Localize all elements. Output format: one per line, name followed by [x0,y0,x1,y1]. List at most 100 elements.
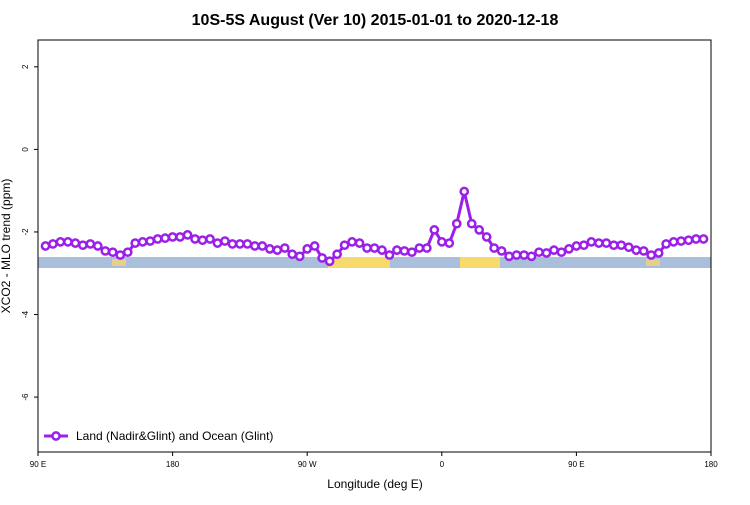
point [257,241,268,251]
x-tick-label: 90 W [298,460,317,469]
y-axis-label: XCO2 - MLO trend (ppm) [0,179,13,314]
point [556,247,567,258]
point [175,232,185,242]
point [616,240,627,251]
point [691,234,701,244]
point [167,232,178,242]
point [638,246,649,256]
point [451,218,462,229]
point [504,251,514,262]
point [399,246,410,256]
point [384,250,395,260]
point [272,245,283,255]
x-axis-label: Longitude (deg E) [327,477,422,491]
point [220,236,230,246]
point [339,240,350,251]
point [392,245,402,255]
legend-marker [51,431,61,441]
x-tick-label: 180 [704,460,718,469]
point [534,247,544,258]
point [85,239,96,249]
point [369,243,380,253]
point [414,243,425,253]
x-tick-label: 0 [440,460,445,469]
y-tick-label: -4 [21,310,30,318]
land-strip [646,259,660,266]
point [683,235,694,246]
point [541,248,552,258]
point [579,240,589,251]
point [586,237,597,247]
point [489,243,499,253]
point [190,234,200,244]
point [519,250,529,260]
point [92,241,103,251]
point [197,235,208,246]
point [459,186,470,197]
point [623,242,634,253]
y-tick-label: -2 [21,228,30,236]
x-tick-label: 90 E [568,460,584,469]
point [549,245,559,255]
point [107,247,118,258]
point [429,225,440,235]
point [242,239,253,249]
point [122,247,133,258]
point [564,244,574,254]
point [160,233,170,244]
y-tick-label: -6 [21,393,30,401]
point [48,239,58,249]
surface-strip [38,257,711,268]
point [474,225,485,235]
plot-frame [37,39,712,453]
point [227,239,238,249]
point [362,243,372,253]
point [287,249,298,260]
point [302,244,313,254]
y-tick-label: 2 [21,64,30,69]
point [250,241,260,251]
point [481,232,492,242]
point [317,253,328,263]
point [676,236,686,246]
point [264,244,275,254]
point [601,238,612,248]
point [182,230,193,240]
point [496,246,507,256]
point [511,250,522,260]
point [152,234,163,244]
point [205,234,215,244]
land-strip [460,257,500,268]
x-tick-label: 90 E [30,460,46,469]
point [571,241,582,251]
point [436,237,447,247]
point [421,243,432,253]
point [78,240,88,251]
point [608,240,619,251]
point [63,237,73,247]
point [235,239,245,249]
chart-title: 10S-5S August (Ver 10) 2015-01-01 to 202… [192,12,559,29]
point [279,243,290,253]
point [698,234,709,244]
point [40,241,51,251]
point [55,237,66,247]
point [145,236,156,246]
point [653,248,664,258]
point [407,247,417,258]
legend-label: Land (Nadir&Glint) and Ocean (Glint) [76,429,273,443]
y-tick-label: 0 [21,147,30,152]
point [324,256,335,267]
point [294,251,305,262]
point [115,250,126,260]
point [137,237,148,247]
point [466,218,477,229]
point [70,238,81,248]
point [444,238,455,248]
point [526,251,537,262]
point [212,238,223,248]
x-tick-label: 180 [166,460,180,469]
point [377,245,387,255]
point [668,237,679,247]
